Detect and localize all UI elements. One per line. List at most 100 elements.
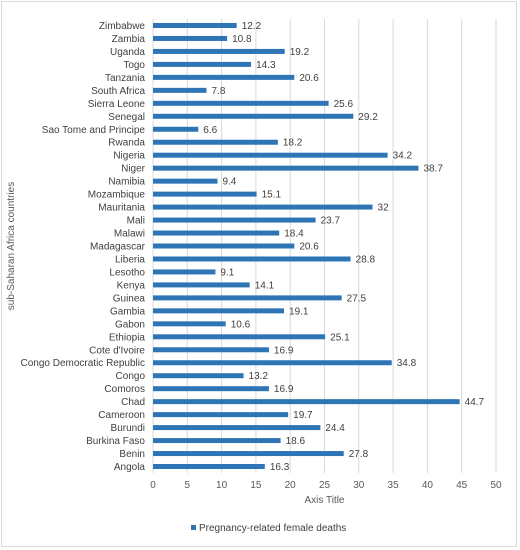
category-label: Rwanda — [108, 138, 145, 149]
category-label: Togo — [123, 60, 145, 71]
data-label: 16.9 — [274, 345, 294, 356]
bar — [153, 438, 281, 444]
x-tick-label: 45 — [456, 480, 468, 491]
bar — [153, 373, 244, 379]
grid-lines — [152, 19, 497, 473]
data-label: 20.6 — [299, 73, 319, 84]
bar — [153, 321, 226, 327]
data-label: 38.7 — [423, 164, 443, 175]
x-tick-label: 15 — [250, 480, 262, 491]
data-label: 19.1 — [289, 306, 309, 317]
category-label: Zambia — [112, 34, 146, 45]
bar — [153, 308, 285, 314]
category-label: Malawi — [114, 229, 145, 240]
bar — [153, 165, 419, 171]
category-label: Congo Democratic Republic — [20, 358, 145, 369]
x-tick-label: 50 — [490, 480, 502, 491]
data-label: 25.1 — [330, 332, 350, 343]
data-label: 10.6 — [231, 319, 251, 330]
bar — [153, 399, 460, 405]
data-label: 9.1 — [220, 267, 234, 278]
category-label: Gabon — [115, 319, 145, 330]
x-tick-label: 35 — [388, 480, 400, 491]
category-label: Gambia — [110, 306, 145, 317]
category-label: Tanzania — [105, 73, 145, 84]
category-label: Cote d'Ivoire — [89, 345, 145, 356]
bar — [153, 113, 354, 119]
bar — [153, 191, 257, 197]
data-label: 16.9 — [274, 384, 294, 395]
bar — [153, 74, 295, 80]
bar — [153, 269, 216, 275]
category-label: Zimbabwe — [99, 21, 146, 32]
x-tick-label: 30 — [353, 480, 365, 491]
x-tick-label: 10 — [216, 480, 228, 491]
x-tick-labels: 0 5 10 15 20 25 30 35 40 45 50 — [150, 480, 502, 491]
category-label: Ethiopia — [109, 332, 146, 343]
bar — [153, 100, 329, 106]
data-label: 6.6 — [203, 125, 217, 136]
bar — [153, 48, 285, 54]
x-tick-label: 5 — [185, 480, 191, 491]
data-label: 24.4 — [325, 423, 345, 434]
data-label: 27.5 — [347, 293, 367, 304]
data-label: 44.7 — [465, 397, 485, 408]
category-label: Liberia — [115, 254, 145, 265]
x-axis-title: Axis Title — [304, 495, 344, 506]
data-label: 19.7 — [293, 410, 313, 421]
bar — [153, 178, 218, 184]
bar — [153, 139, 278, 145]
bar — [153, 152, 388, 158]
category-label: Burundi — [111, 423, 145, 434]
legend-label: Pregnancy-related female deaths — [199, 523, 346, 534]
category-label: Uganda — [110, 47, 145, 58]
category-label: Congo — [116, 371, 146, 382]
bar — [153, 22, 237, 28]
category-labels: Zimbabwe Zambia Uganda Togo Tanzania South Af… — [20, 21, 145, 473]
x-tick-label: 20 — [285, 480, 297, 491]
bar — [153, 386, 269, 392]
data-label: 34.2 — [393, 151, 413, 162]
category-label: Madagascar — [90, 242, 146, 253]
data-label: 18.6 — [286, 436, 306, 447]
data-label: 18.4 — [284, 229, 304, 240]
legend: Pregnancy-related female deaths — [191, 523, 346, 534]
data-label: 16.3 — [270, 462, 290, 473]
category-label: South Africa — [91, 86, 145, 97]
category-label: Nigeria — [113, 151, 145, 162]
bar — [153, 243, 295, 249]
data-label: 18.2 — [283, 138, 303, 149]
category-label: Chad — [121, 397, 145, 408]
bar — [153, 412, 289, 418]
category-label: Lesotho — [109, 267, 145, 278]
x-tick-label: 25 — [319, 480, 331, 491]
bar — [153, 256, 351, 262]
category-label: Mauritania — [98, 203, 145, 214]
bar — [153, 295, 342, 301]
bar — [153, 347, 269, 353]
data-label: 12.2 — [242, 21, 262, 32]
category-label: Mali — [127, 216, 145, 227]
y-axis-title: sub-Saharan Africa countries — [6, 182, 17, 310]
category-label: Sierra Leone — [88, 99, 146, 110]
data-label: 32 — [378, 203, 390, 214]
category-label: Sao Tome and Principe — [42, 125, 146, 136]
category-label: Guinea — [113, 293, 146, 304]
category-label: Niger — [121, 164, 146, 175]
bar — [153, 282, 250, 288]
data-label: 9.4 — [222, 177, 236, 188]
data-label: 13.2 — [249, 371, 269, 382]
category-label: Cameroon — [98, 410, 145, 421]
bars — [153, 22, 460, 470]
data-label: 20.6 — [299, 242, 319, 253]
data-label: 14.3 — [256, 60, 276, 71]
category-label: Mozambique — [88, 190, 146, 201]
x-tick-label: 0 — [150, 480, 156, 491]
data-label: 34.8 — [397, 358, 417, 369]
legend-swatch — [191, 525, 196, 530]
category-label: Angola — [114, 462, 146, 473]
data-labels: 12.2 10.8 19.2 14.3 20.6 7.8 25.6 29.2 6.6 18.2 34… — [203, 21, 484, 473]
data-label: 23.7 — [321, 216, 341, 227]
category-label: Namibia — [108, 177, 145, 188]
